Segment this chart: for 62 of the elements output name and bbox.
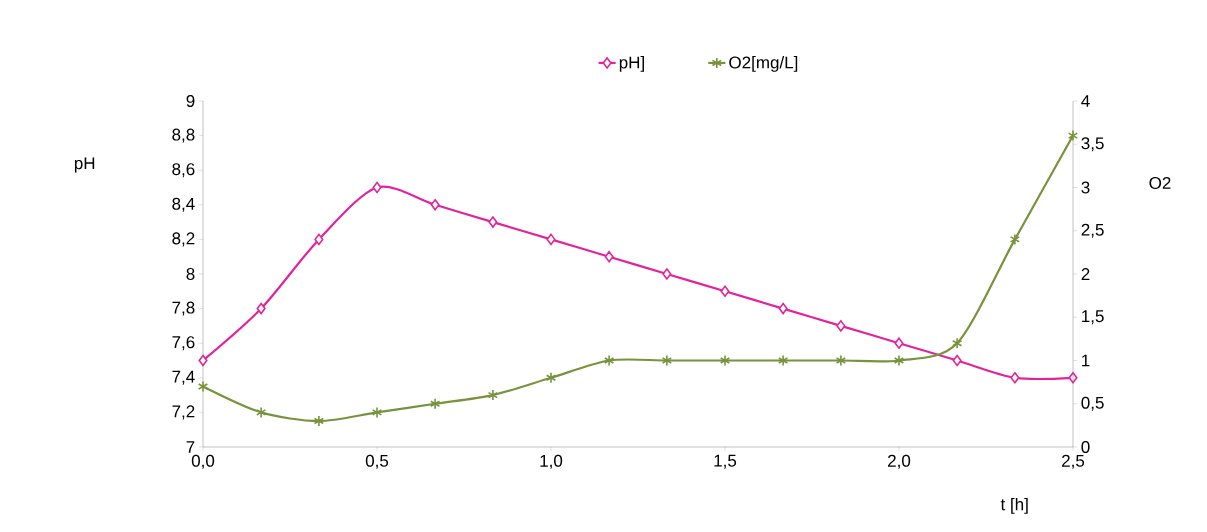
point bbox=[545, 371, 557, 384]
point bbox=[604, 250, 614, 263]
point bbox=[951, 337, 963, 349]
point bbox=[835, 354, 847, 367]
x-axis-title: t [h] bbox=[1000, 497, 1028, 514]
point bbox=[893, 354, 905, 367]
y-tick-label: 7,4 bbox=[172, 370, 195, 385]
y2-tick-label: 0 bbox=[1081, 440, 1090, 454]
y-tick-label: 8,2 bbox=[172, 232, 195, 247]
point bbox=[719, 354, 731, 367]
y2-tick-label: 2 bbox=[1081, 268, 1090, 280]
point bbox=[662, 268, 672, 280]
y2-axis-title: O2 bbox=[1149, 176, 1171, 190]
point bbox=[371, 406, 383, 419]
y2-tick-label: 3,5 bbox=[1081, 137, 1104, 152]
legend-label: O2[mg/L] bbox=[729, 56, 798, 72]
point bbox=[1010, 371, 1020, 384]
point bbox=[487, 389, 499, 401]
point bbox=[256, 302, 266, 315]
y-tick-label: 7 bbox=[186, 441, 195, 453]
y2-tick-label: 1 bbox=[1082, 354, 1090, 367]
point bbox=[430, 198, 440, 211]
point bbox=[256, 406, 267, 419]
point bbox=[778, 302, 788, 315]
y-tick-label: 7,6 bbox=[172, 336, 195, 351]
y-tick-label: 7,2 bbox=[172, 405, 195, 420]
point bbox=[546, 233, 556, 246]
x-tick-label: 2,0 bbox=[888, 454, 911, 469]
y2-tick-label: 3 bbox=[1081, 181, 1090, 194]
y-tick-label: 8,4 bbox=[172, 197, 195, 212]
point bbox=[1009, 233, 1021, 246]
point bbox=[1067, 129, 1079, 142]
y-tick-label: 8,8 bbox=[172, 128, 195, 143]
y2-tick-label: 4 bbox=[1081, 95, 1090, 107]
legend-label: pH] bbox=[619, 56, 644, 72]
point bbox=[314, 233, 324, 246]
y2-tick-label: 1,5 bbox=[1082, 310, 1104, 325]
y-tick-label: 9 bbox=[186, 94, 195, 108]
y2-tick-label: 2,5 bbox=[1081, 223, 1104, 238]
x-tick-label: 2,5 bbox=[1062, 454, 1085, 469]
point bbox=[894, 337, 904, 349]
point bbox=[372, 181, 382, 194]
point bbox=[197, 380, 209, 393]
point bbox=[603, 354, 615, 367]
y-axis-title: pH bbox=[74, 157, 95, 173]
x-tick-label: 1,0 bbox=[540, 454, 563, 469]
point bbox=[488, 216, 498, 228]
x-tick-label: 0,0 bbox=[191, 454, 215, 469]
point bbox=[661, 354, 673, 367]
x-tick-label: 1,5 bbox=[714, 454, 737, 469]
point bbox=[952, 354, 962, 367]
y-tick-label: 8,6 bbox=[172, 163, 195, 178]
point bbox=[720, 285, 730, 298]
point bbox=[777, 354, 789, 367]
y2-tick-label: 0,5 bbox=[1081, 396, 1104, 411]
point bbox=[313, 415, 325, 427]
x-tick-label: 0,5 bbox=[365, 454, 389, 469]
point bbox=[429, 397, 441, 410]
y-tick-label: 8 bbox=[186, 267, 195, 281]
point bbox=[836, 320, 846, 332]
y-tick-label: 7,8 bbox=[172, 301, 195, 316]
point bbox=[198, 354, 208, 367]
